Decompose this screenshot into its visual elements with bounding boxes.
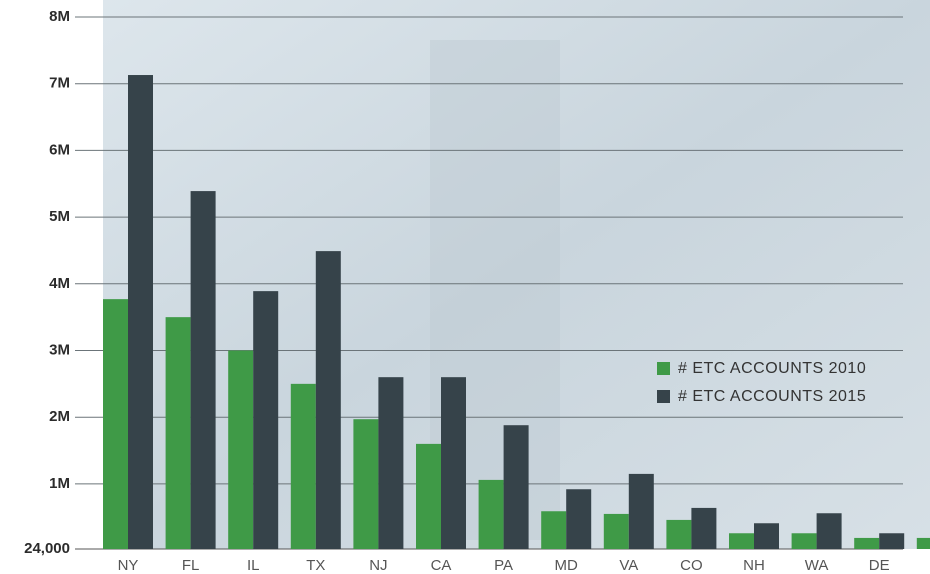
y-tick-label: 7M (49, 75, 70, 92)
bar (628, 473, 654, 549)
bar (353, 419, 379, 549)
x-tick-label: CA (431, 557, 452, 574)
bar (791, 533, 817, 549)
x-tick-label: NY (118, 557, 139, 574)
bar (729, 533, 754, 549)
x-tick-label: VA (619, 557, 638, 574)
bar (603, 513, 629, 549)
x-tick-label: TX (306, 557, 325, 574)
legend-swatch (657, 362, 670, 375)
x-tick-label: CO (680, 557, 703, 574)
bar (416, 443, 441, 549)
bar (441, 377, 466, 549)
x-tick-label: IL (247, 557, 260, 574)
bar (879, 533, 905, 549)
bar (503, 425, 529, 549)
bar (541, 511, 567, 549)
bar (103, 299, 128, 549)
y-tick-label: 24,000 (24, 540, 70, 557)
x-tick-label: FL (182, 557, 200, 574)
bar (165, 317, 191, 549)
legend-swatch (657, 390, 670, 403)
bar (228, 350, 254, 549)
y-tick-label: 8M (49, 8, 70, 25)
y-tick-label: 6M (49, 141, 70, 158)
legend-label: # ETC ACCOUNTS 2010 (678, 360, 866, 377)
bar (666, 519, 692, 549)
bar (478, 479, 504, 549)
x-tick-label: NH (743, 557, 765, 574)
bar (128, 75, 153, 550)
x-tick-label: DE (869, 557, 890, 574)
bar (854, 537, 880, 549)
x-tick-label: MD (555, 557, 578, 574)
bar (754, 523, 779, 549)
x-tick-label: PA (494, 557, 513, 574)
bar (566, 489, 592, 549)
y-tick-label: 2M (49, 408, 70, 425)
y-tick-label: 1M (49, 475, 70, 492)
y-tick-label: 4M (49, 275, 70, 292)
bar (190, 191, 216, 549)
bar (253, 291, 279, 549)
y-tick-label: 3M (49, 341, 70, 358)
bar (315, 251, 341, 549)
x-tick-label: WA (805, 557, 829, 574)
bar (691, 507, 717, 549)
bar (916, 537, 930, 549)
bar (378, 377, 404, 549)
y-tick-label: 5M (49, 208, 70, 225)
legend-label: # ETC ACCOUNTS 2015 (678, 388, 866, 405)
x-tick-label: NJ (369, 557, 387, 574)
bar (816, 513, 842, 549)
bar (290, 383, 316, 549)
